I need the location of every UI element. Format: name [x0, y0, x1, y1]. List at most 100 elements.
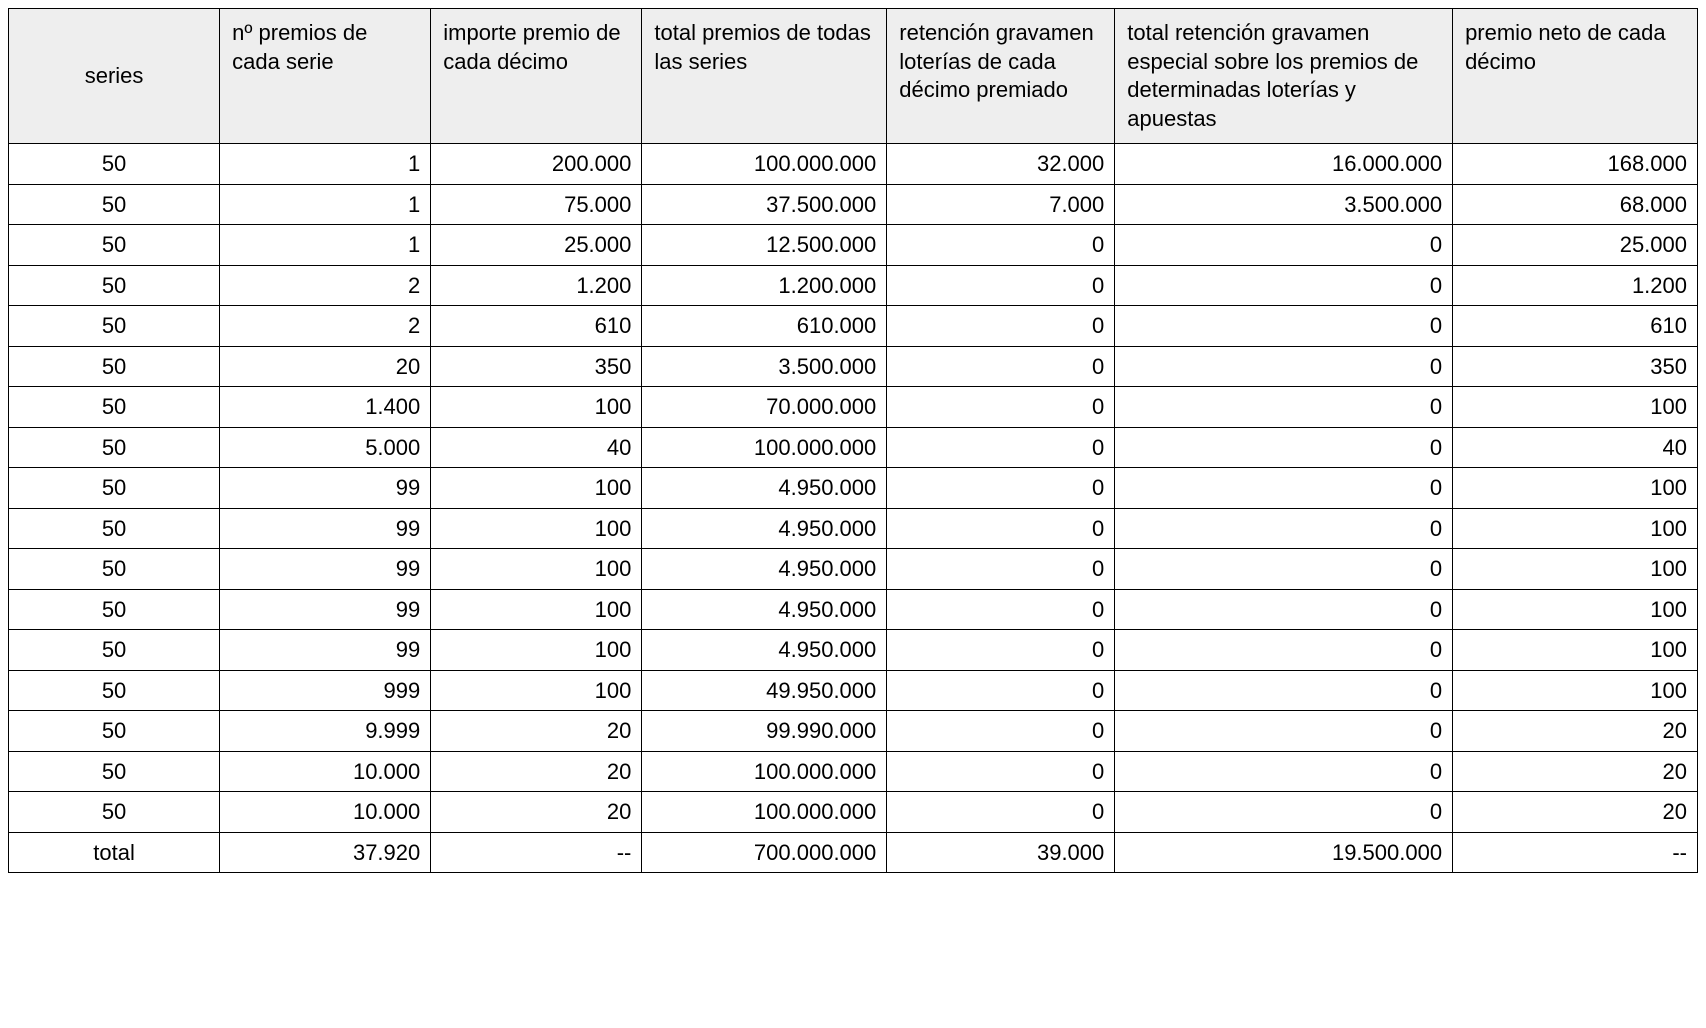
- table-cell: 68.000: [1453, 184, 1698, 225]
- table-cell: 37.500.000: [642, 184, 887, 225]
- table-row: 5099910049.950.00000100: [9, 670, 1698, 711]
- table-row: 502610610.00000610: [9, 306, 1698, 347]
- table-cell: 99: [220, 589, 431, 630]
- table-cell: 1: [220, 144, 431, 185]
- table-cell: 20: [1453, 792, 1698, 833]
- table-row: 50991004.950.00000100: [9, 468, 1698, 509]
- table-cell: 50: [9, 589, 220, 630]
- table-cell: 25.000: [431, 225, 642, 266]
- table-cell: 999: [220, 670, 431, 711]
- table-body: 501200.000100.000.00032.00016.000.000168…: [9, 144, 1698, 873]
- table-row: 505.00040100.000.0000040: [9, 427, 1698, 468]
- table-cell: 0: [1115, 468, 1453, 509]
- table-row: 50991004.950.00000100: [9, 549, 1698, 590]
- table-cell: 100: [431, 468, 642, 509]
- table-cell: 0: [887, 265, 1115, 306]
- table-row: 50175.00037.500.0007.0003.500.00068.000: [9, 184, 1698, 225]
- table-footer-cell: 39.000: [887, 832, 1115, 873]
- table-footer-cell: 37.920: [220, 832, 431, 873]
- table-cell: 100: [431, 508, 642, 549]
- table-cell: 100: [1453, 508, 1698, 549]
- table-cell: 0: [887, 589, 1115, 630]
- table-cell: 50: [9, 427, 220, 468]
- col-header-total-retencion: total retención gravamen especial sobre …: [1115, 9, 1453, 144]
- table-cell: 50: [9, 184, 220, 225]
- table-cell: 100: [1453, 630, 1698, 671]
- table-cell: 100.000.000: [642, 144, 887, 185]
- table-cell: 1: [220, 225, 431, 266]
- table-row: 50203503.500.00000350: [9, 346, 1698, 387]
- table-cell: 32.000: [887, 144, 1115, 185]
- table-cell: 0: [887, 387, 1115, 428]
- table-cell: 50: [9, 549, 220, 590]
- table-cell: 0: [887, 468, 1115, 509]
- table-cell: 0: [887, 306, 1115, 347]
- table-cell: 100: [1453, 387, 1698, 428]
- table-cell: 0: [887, 346, 1115, 387]
- table-cell: 100.000.000: [642, 427, 887, 468]
- table-cell: 10.000: [220, 792, 431, 833]
- table-cell: 100: [431, 387, 642, 428]
- table-cell: 4.950.000: [642, 630, 887, 671]
- table-cell: 100: [1453, 468, 1698, 509]
- table-cell: 0: [887, 670, 1115, 711]
- table-cell: 70.000.000: [642, 387, 887, 428]
- table-row: 5010.00020100.000.0000020: [9, 792, 1698, 833]
- table-cell: 200.000: [431, 144, 642, 185]
- table-cell: 100: [1453, 549, 1698, 590]
- table-cell: 16.000.000: [1115, 144, 1453, 185]
- table-cell: 0: [887, 549, 1115, 590]
- table-cell: 0: [1115, 751, 1453, 792]
- table-cell: 0: [887, 751, 1115, 792]
- table-cell: 100: [1453, 589, 1698, 630]
- table-cell: 50: [9, 306, 220, 347]
- col-header-num-premios: nº premios de cada serie: [220, 9, 431, 144]
- table-cell: 50: [9, 751, 220, 792]
- table-cell: 100: [431, 589, 642, 630]
- table-cell: 50: [9, 508, 220, 549]
- table-cell: 50: [9, 265, 220, 306]
- table-cell: 2: [220, 306, 431, 347]
- table-footer-cell: 700.000.000: [642, 832, 887, 873]
- table-cell: 0: [1115, 427, 1453, 468]
- table-cell: 40: [1453, 427, 1698, 468]
- table-cell: 50: [9, 144, 220, 185]
- table-cell: 0: [1115, 792, 1453, 833]
- table-cell: 50: [9, 387, 220, 428]
- table-cell: 1.200: [1453, 265, 1698, 306]
- table-cell: 4.950.000: [642, 508, 887, 549]
- lottery-prizes-table: series nº premios de cada serie importe …: [8, 8, 1698, 873]
- table-cell: 610: [431, 306, 642, 347]
- table-header-row: series nº premios de cada serie importe …: [9, 9, 1698, 144]
- table-cell: 75.000: [431, 184, 642, 225]
- table-cell: 50: [9, 711, 220, 752]
- table-cell: 0: [1115, 346, 1453, 387]
- table-cell: 100: [1453, 670, 1698, 711]
- table-cell: 5.000: [220, 427, 431, 468]
- table-cell: 3.500.000: [1115, 184, 1453, 225]
- table-cell: 50: [9, 630, 220, 671]
- table-cell: 610: [1453, 306, 1698, 347]
- table-footer-row: total37.920--700.000.00039.00019.500.000…: [9, 832, 1698, 873]
- table-cell: 0: [887, 630, 1115, 671]
- table-footer-cell: --: [1453, 832, 1698, 873]
- table-cell: 0: [887, 427, 1115, 468]
- table-row: 50991004.950.00000100: [9, 589, 1698, 630]
- table-row: 50125.00012.500.0000025.000: [9, 225, 1698, 266]
- table-cell: 1.400: [220, 387, 431, 428]
- table-cell: 50: [9, 468, 220, 509]
- table-cell: 50: [9, 225, 220, 266]
- table-cell: 1: [220, 184, 431, 225]
- table-cell: 100: [431, 670, 642, 711]
- table-cell: 2: [220, 265, 431, 306]
- table-cell: 0: [1115, 711, 1453, 752]
- table-cell: 99: [220, 508, 431, 549]
- table-cell: 0: [1115, 549, 1453, 590]
- table-cell: 0: [1115, 630, 1453, 671]
- table-cell: 0: [887, 225, 1115, 266]
- table-footer-cell: total: [9, 832, 220, 873]
- table-cell: 4.950.000: [642, 549, 887, 590]
- col-header-importe-decimo: importe premio de cada décimo: [431, 9, 642, 144]
- col-header-retencion: retención gravamen loterías de cada déci…: [887, 9, 1115, 144]
- table-cell: 99: [220, 630, 431, 671]
